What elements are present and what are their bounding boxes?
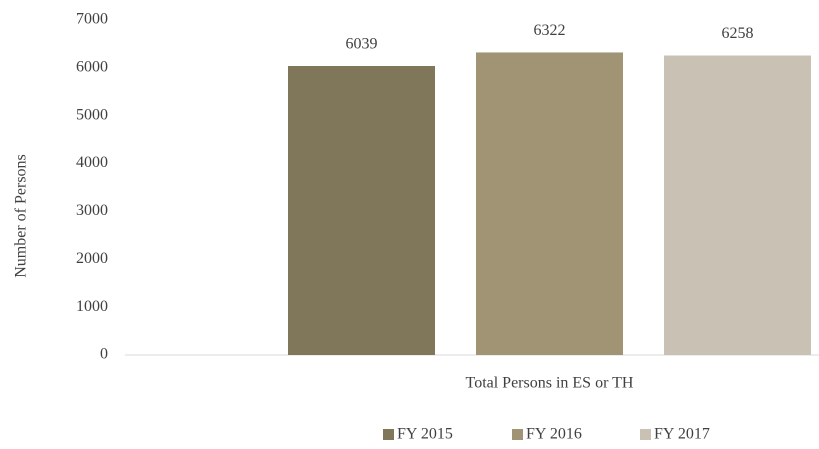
x-tick-label: Total Persons in ES or TH — [466, 375, 634, 392]
legend-swatch — [512, 429, 523, 440]
legend-label: FY 2015 — [397, 426, 453, 443]
y-tick-label: 1000 — [76, 298, 108, 315]
y-tick-label: 6000 — [76, 59, 108, 76]
y-tick-label: 2000 — [76, 250, 108, 267]
y-tick-label: 3000 — [76, 202, 108, 219]
legend-swatch — [640, 429, 651, 440]
data-label: 6322 — [534, 22, 566, 39]
legend-label: FY 2017 — [654, 426, 710, 443]
bar — [476, 52, 623, 355]
data-label: 6039 — [346, 36, 378, 53]
legend-swatch — [383, 429, 394, 440]
y-tick-label: 7000 — [76, 11, 108, 28]
bar — [664, 55, 811, 355]
legend-label: FY 2016 — [526, 426, 582, 443]
y-axis-label: Number of Persons — [13, 154, 30, 278]
y-tick-label: 4000 — [76, 154, 108, 171]
bar — [288, 65, 435, 355]
data-label: 6258 — [722, 25, 754, 42]
y-tick-label: 5000 — [76, 106, 108, 123]
y-tick-label: 0 — [100, 346, 108, 363]
